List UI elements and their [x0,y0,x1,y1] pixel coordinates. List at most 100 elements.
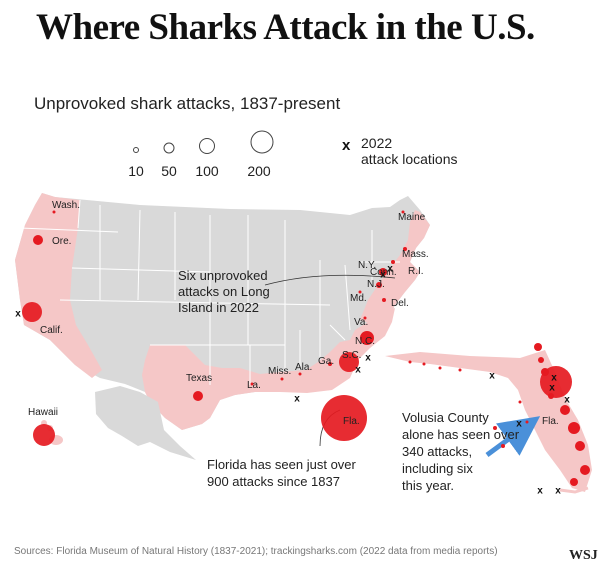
label-nj: N.J. [367,279,385,290]
attack-location-marker-icon-6: x [489,371,495,382]
florida-inset [385,350,592,494]
annotation-volusia-1: Volusia County [402,410,489,425]
annotation-long-island: Six unprovoked attacks on Long Island in… [178,268,270,315]
state-borders [19,199,400,385]
inset-8 [580,465,590,475]
annotation-volusia-2: alone has seen over [402,427,520,442]
attack-location-marker-icon-9: x [564,395,570,406]
annotation-volusia-4: including six [402,461,473,476]
circle-ore [33,235,43,245]
annotation-florida-1: Florida has seen just over [207,457,357,472]
attack-location-marker-icon-12: x [555,486,561,497]
circle-conn [391,260,395,264]
inset-16 [518,400,522,404]
alaska [95,386,196,460]
inset-12 [408,360,412,364]
legend-circle-50 [163,142,175,154]
label-ri: R.I. [408,266,424,277]
florida-inset-shape [385,350,592,492]
legend-circle-10 [133,147,139,153]
circle-la [250,382,254,386]
legend-marker-label-1: 2022 [361,135,392,151]
label-wash: Wash. [52,200,80,211]
circle-mass [403,247,407,251]
label-va: Va. [354,317,368,328]
label-maine: Maine [398,212,426,223]
legend-circle-100 [199,138,215,154]
legend-x-marker-icon: x [342,137,351,154]
legend-marker-label-2: attack locations [361,151,458,167]
legend-label-200: 200 [247,163,271,179]
label-miss: Miss. [268,366,291,377]
label-ga: Ga. [318,356,334,367]
attack-location-marker-icon-5: x [387,264,393,275]
attack-location-marker-icon-11: x [537,486,543,497]
label-ala: Ala. [295,362,312,373]
inset-13 [422,362,426,366]
annotation-volusia: Volusia County alone has seen over 340 a… [402,410,520,493]
inset-4 [548,393,554,399]
inset-6 [568,422,580,434]
annotation-volusia-5: this year. [402,478,454,493]
inset-2 [538,357,544,363]
inset-3 [541,368,549,376]
label-md: Md. [350,293,367,304]
annotation-long-island-2: attacks on Long [178,284,270,299]
wsj-logo: WSJ [569,548,598,563]
florida-inset-keys [559,486,589,494]
inset-14 [438,366,442,370]
circle-nc [360,331,374,345]
circle-ala [298,372,302,376]
legend: 10 50 100 200 x 2022 attack locations [128,130,458,179]
label-calif: Calif. [40,325,63,336]
circle-fla [321,395,367,441]
circle-md [358,290,362,294]
attack-circles [22,210,590,486]
circle-sc [339,352,359,372]
state-labels: Wash. Ore. Calif. Texas La. Miss. Ala. G… [28,200,559,427]
inset-7 [575,441,585,451]
annotation-volusia-3: 340 attacks, [402,444,472,459]
label-sc: S.C. [342,350,361,361]
chart-subtitle: Unprovoked shark attacks, 1837-present [34,94,341,113]
source-note: Sources: Florida Museum of Natural Histo… [14,546,498,557]
volusia-arrow-icon [485,416,541,458]
inset-1 [534,343,542,351]
circle-nj [376,282,382,288]
circle-calif [22,302,42,322]
circle-del [382,298,386,302]
label-mass: Mass. [402,249,429,260]
label-ny: N.Y. [358,260,376,271]
inset-9 [570,478,578,486]
inset-11 [501,444,505,448]
label-fla: Fla. [343,416,360,427]
circle-va [363,316,367,320]
label-conn: Conn. [370,267,397,278]
annotation-long-island-1: Six unprovoked [178,268,268,283]
circle-miss [280,377,284,381]
inset-10 [493,426,497,430]
chart-title: Where Sharks Attack in the U.S. [36,7,535,48]
label-la: La. [247,380,261,391]
annotation-florida: Florida has seen just over 900 attacks s… [207,457,357,489]
label-fla-inset: Fla. [542,416,559,427]
circle-ny [379,268,387,276]
label-hawaii: Hawaii [28,407,58,418]
annotation-long-island-3: Island in 2022 [178,300,259,315]
attack-location-marker-icon-0: x [15,309,21,320]
circle-wash [52,210,56,214]
attack-location-marker-icon-4: x [380,270,386,281]
gulf-coast-highlight [142,308,395,430]
legend-label-50: 50 [161,163,177,179]
label-del: Del. [391,298,409,309]
circle-maine [401,210,405,214]
us-map [15,193,430,430]
attack-location-marker-icon-3: x [294,394,300,405]
east-coast-highlight [360,210,430,324]
legend-label-10: 10 [128,163,144,179]
inset-5 [560,405,570,415]
attack-location-marker-icon-8: x [549,383,555,394]
label-ore: Ore. [52,236,71,247]
